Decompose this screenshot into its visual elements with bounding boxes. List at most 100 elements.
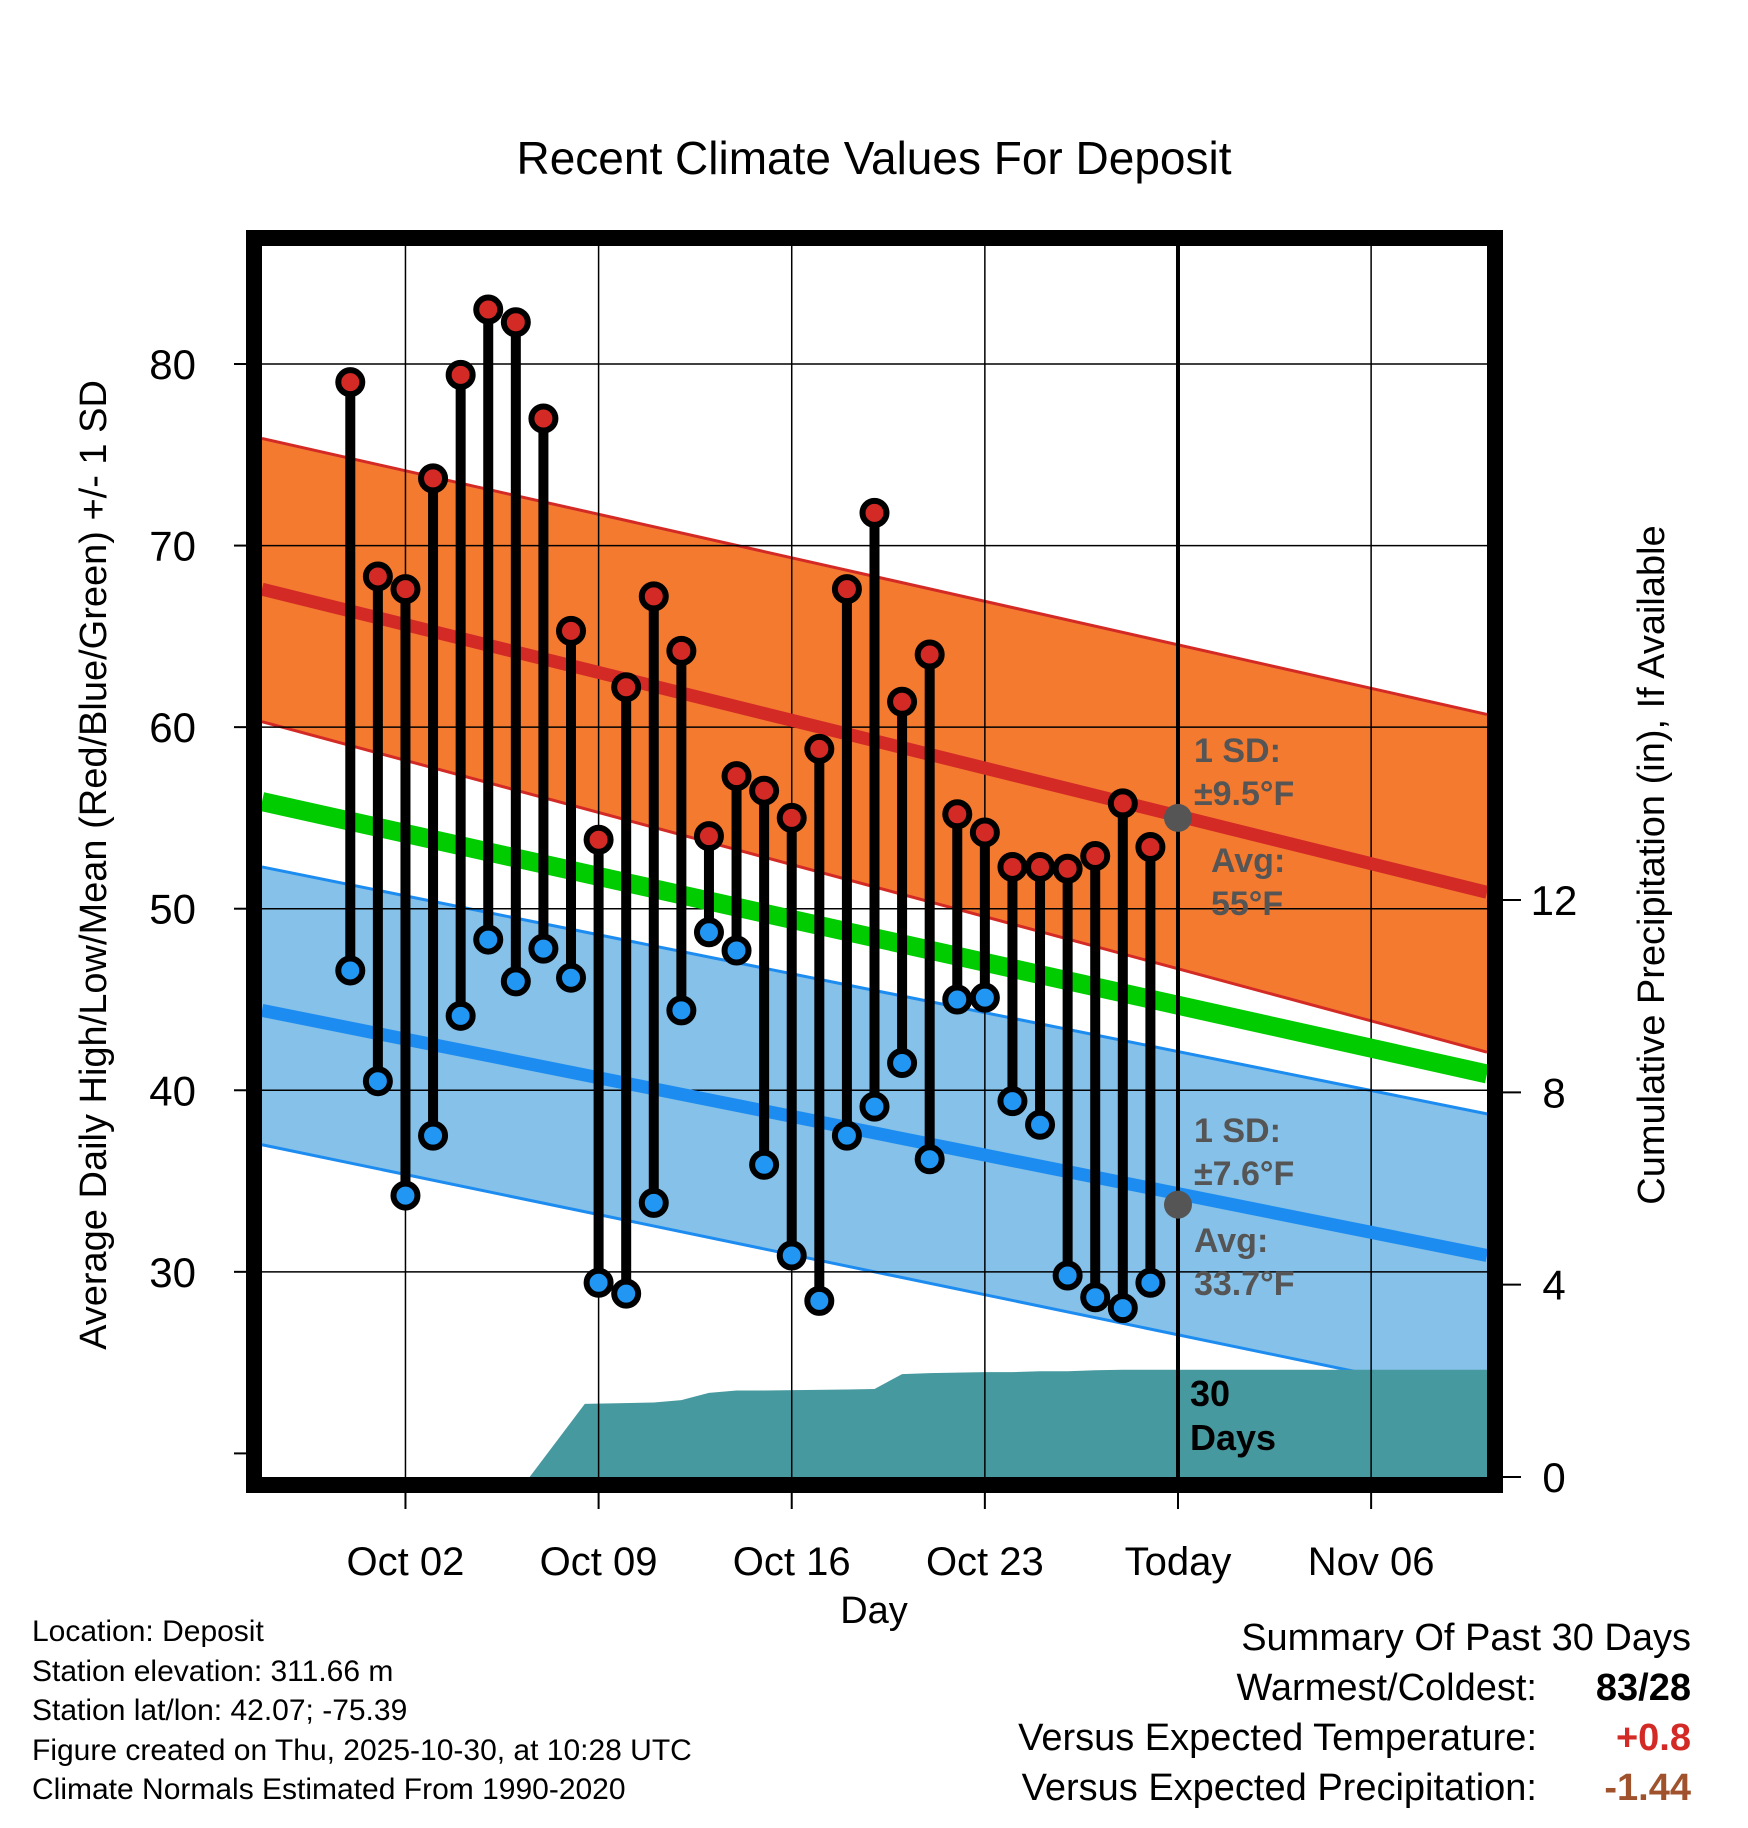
daily-high-point (335, 367, 366, 398)
daily-low-point (1107, 1293, 1138, 1324)
daily-high-point (831, 574, 862, 605)
daily-low-point (914, 1144, 945, 1175)
warm-cold-label: Warmest/Coldest: (1236, 1667, 1537, 1709)
chart-title: Recent Climate Values For Deposit (517, 132, 1232, 184)
temp-label: Versus Expected Temperature: (1018, 1717, 1537, 1759)
x-tick-label: Today (1125, 1540, 1232, 1584)
daily-low-point (804, 1285, 835, 1316)
daily-high-point (804, 733, 835, 764)
y2-tick-label: 12 (1531, 877, 1578, 924)
daily-high-point (611, 672, 642, 703)
daily-high-point (528, 403, 559, 434)
daily-high-point (390, 574, 421, 605)
today-low-avg-point (1163, 1190, 1192, 1219)
daily-low-point (638, 1187, 669, 1218)
summary-panel: Summary Of Past 30 Days Warmest/Coldest:… (1018, 1613, 1691, 1813)
daily-low-point (831, 1120, 862, 1151)
precip-area (529, 1369, 1487, 1477)
daily-low-point (887, 1048, 918, 1079)
daily-high-point (1025, 851, 1056, 882)
temp-value: +0.8 (1615, 1717, 1691, 1759)
y-tick-label: 80 (149, 341, 196, 388)
x-tick-label: Oct 23 (926, 1540, 1044, 1584)
normal-low-line (262, 1004, 1487, 1262)
daily-low-point (611, 1278, 642, 1309)
summary-warm-cold-row: Warmest/Coldest: 83/28 (1018, 1663, 1691, 1713)
daily-high-point (942, 799, 973, 830)
daily-low-point (418, 1120, 449, 1151)
station-info: Location: Deposit Station elevation: 311… (32, 1612, 692, 1810)
high-sd-value: ±9.5°F (1194, 775, 1294, 813)
daily-high-point (666, 635, 697, 666)
summary-precip-row: Versus Expected Precipitation: -1.44 (1018, 1763, 1691, 1813)
x-tick-label: Oct 16 (733, 1540, 851, 1584)
daily-high-point (749, 775, 780, 806)
daily-high-point (418, 463, 449, 494)
daily-low-point (969, 982, 1000, 1013)
x-tick-label: Oct 02 (347, 1540, 465, 1584)
precip-value: -1.44 (1604, 1767, 1691, 1809)
y-tick-label: 60 (149, 704, 196, 751)
daily-low-point (666, 995, 697, 1026)
x-tick-label: Oct 09 (540, 1540, 658, 1584)
daily-low-point (556, 962, 587, 993)
daily-low-point (749, 1149, 780, 1180)
daily-high-point (1135, 831, 1166, 862)
x-tick-label: Nov 06 (1308, 1540, 1435, 1584)
days-label-number: 30 (1190, 1373, 1230, 1414)
daily-high-point (776, 802, 807, 833)
daily-low-point (1135, 1267, 1166, 1298)
today-high-avg-point (1163, 803, 1192, 832)
daily-low-point (445, 1000, 476, 1031)
daily-high-point (473, 294, 504, 325)
daily-high-point (997, 851, 1028, 882)
daily-low-point (362, 1066, 393, 1097)
y2-tick-label: 4 (1542, 1262, 1565, 1309)
y-tick-label: 30 (149, 1249, 196, 1296)
daily-high-point (1107, 788, 1138, 819)
daily-high-point (1052, 853, 1083, 884)
daily-high-point (556, 615, 587, 646)
daily-low-point (528, 933, 559, 964)
y-axis-label: Average Daily High/Low/Mean (Red/Blue/Gr… (73, 380, 115, 1350)
summary-title: Summary Of Past 30 Days (1241, 1617, 1691, 1659)
latlon-text: Station lat/lon: 42.07; -75.39 (32, 1694, 408, 1727)
daily-high-point (721, 761, 752, 792)
daily-high-point (1080, 841, 1111, 872)
daily-high-point (500, 307, 531, 338)
daily-low-point (693, 917, 724, 948)
daily-low-point (335, 955, 366, 986)
daily-low-point (776, 1240, 807, 1271)
daily-low-point (390, 1180, 421, 1211)
daily-low-point (473, 924, 504, 955)
daily-high-point (859, 497, 890, 528)
high-sd-label: 1 SD: (1194, 732, 1281, 770)
plot-frame (246, 230, 1503, 1493)
daily-low-point (583, 1267, 614, 1298)
summary-temp-row: Versus Expected Temperature: +0.8 (1018, 1713, 1691, 1763)
days-label-text: Days (1190, 1417, 1276, 1458)
elevation-text: Station elevation: 311.66 m (32, 1654, 394, 1688)
daily-low-point (942, 984, 973, 1015)
y2-tick-label: 8 (1542, 1069, 1565, 1116)
daily-high-point (583, 824, 614, 855)
low-avg-value: 33.7°F (1194, 1265, 1295, 1303)
y2-axis-label: Cumulative Precipitation (in), If Availa… (1631, 525, 1673, 1204)
daily-low-point (1025, 1109, 1056, 1140)
y-tick-label: 50 (149, 886, 196, 933)
low-sd-value: ±7.6°F (1194, 1155, 1294, 1193)
precip-label: Versus Expected Precipitation: (1021, 1767, 1537, 1809)
y2-tick-label: 0 (1542, 1454, 1565, 1501)
daily-low-point (859, 1091, 890, 1122)
high-avg-value: 55°F (1211, 885, 1283, 923)
daily-high-point (362, 561, 393, 592)
daily-low-point (1080, 1282, 1111, 1313)
y-tick-label: 70 (149, 523, 196, 570)
daily-high-point (638, 581, 669, 612)
high-avg-label: Avg: (1211, 842, 1285, 880)
normals-text: Climate Normals Estimated From 1990-2020 (32, 1773, 626, 1806)
low-sd-label: 1 SD: (1194, 1112, 1281, 1150)
daily-high-point (914, 639, 945, 670)
daily-low-point (500, 966, 531, 997)
